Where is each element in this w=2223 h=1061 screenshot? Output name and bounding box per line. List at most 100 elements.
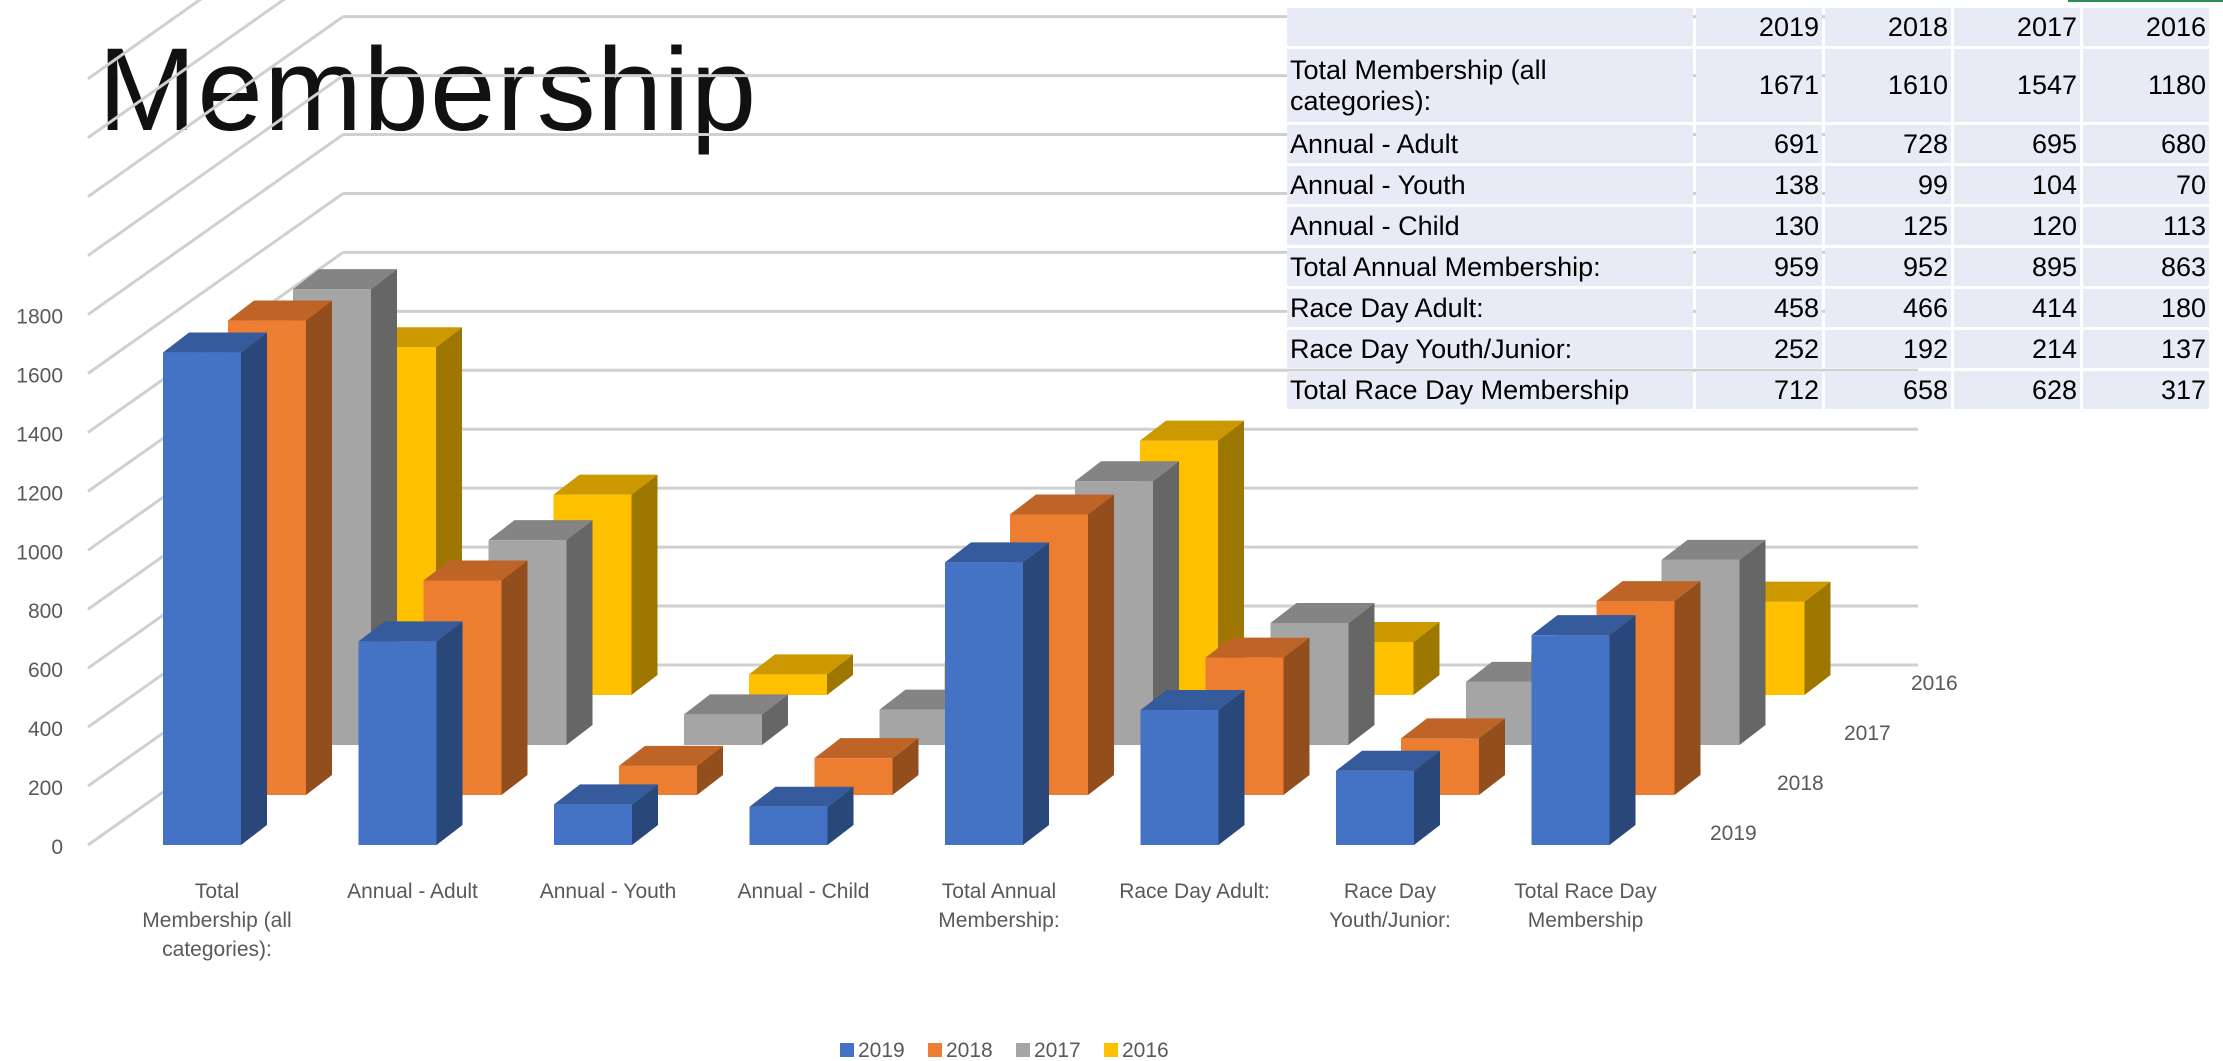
bar-top [423, 560, 528, 581]
y-tick-label: 200 [28, 777, 63, 800]
table-cell: 192 [1825, 330, 1951, 368]
depth-label: 2017 [1844, 722, 1891, 745]
table-cell: 895 [1954, 248, 2080, 286]
bar [1140, 690, 1245, 845]
bar-top [554, 784, 658, 805]
gridline-diagonal [87, 0, 203, 81]
x-category-label: Total Race Day Membership [1514, 880, 1657, 932]
bar-side [762, 694, 788, 745]
bar-side [1283, 637, 1310, 795]
gridline-diagonal [87, 15, 344, 198]
bar [945, 542, 1049, 845]
table-header-2019: 2019 [1696, 8, 1822, 46]
bar-side [892, 738, 919, 795]
table-cell: 137 [2083, 330, 2209, 368]
table-cell: 1671 [1696, 49, 1822, 122]
bar-series-2019 [163, 332, 1636, 846]
bar-top [1140, 420, 1244, 441]
bar-side [1414, 750, 1440, 845]
gridline-diagonal [87, 192, 344, 375]
table-header-2018: 2018 [1825, 8, 1951, 46]
table-cell: 691 [1696, 125, 1822, 163]
table-cell: 317 [2083, 371, 2209, 409]
table-header-2016: 2016 [2083, 8, 2209, 46]
bar-top [1531, 615, 1636, 636]
y-tick-label: 600 [28, 659, 63, 682]
table-header-2017: 2017 [1954, 8, 2080, 46]
table-cell: 695 [1954, 125, 2080, 163]
bar-front [684, 714, 762, 745]
table-cell: 863 [2083, 248, 2209, 286]
table-corner-cell [1287, 8, 1693, 46]
bar-top [1010, 494, 1114, 515]
legend-swatch [840, 1043, 854, 1057]
table-cell: 120 [1954, 207, 2080, 245]
table-cell: 658 [1825, 371, 1951, 409]
table-row-label: Total Membership (all categories): [1287, 49, 1693, 122]
y-tick-label: 1800 [16, 306, 63, 329]
bar-top [1140, 690, 1245, 711]
legend-swatch [1016, 1043, 1030, 1057]
table-row: Total Membership (all categories): 1671 … [1287, 49, 2209, 122]
bar-side [697, 745, 723, 795]
table-row-label: Race Day Youth/Junior: [1287, 330, 1693, 368]
bar-side [1609, 615, 1636, 845]
table-row-label: Annual - Youth [1287, 166, 1693, 204]
bar-top [1075, 461, 1179, 482]
legend-label: 2018 [946, 1039, 993, 1061]
table-cell: 680 [2083, 125, 2209, 163]
x-category-label: Total Annual Membership: [938, 880, 1059, 932]
bar-top [1270, 602, 1375, 623]
legend: 2019 2018 2017 2016 [840, 1039, 1169, 1061]
table-row: Annual - Youth 138 99 104 70 [1287, 166, 2209, 204]
table-cell: 712 [1696, 371, 1822, 409]
bar-front [749, 674, 827, 695]
depth-label: 2018 [1777, 772, 1824, 795]
bar-top [163, 332, 267, 353]
x-category-label: Total Membership (all categories): [142, 880, 291, 961]
bar-top [1596, 581, 1701, 602]
bar-front [1140, 710, 1219, 845]
bar-front [358, 641, 437, 845]
bar-side [436, 621, 463, 845]
bar-front [749, 806, 828, 845]
table-row-label: Race Day Adult: [1287, 289, 1693, 327]
bar-side [631, 474, 658, 695]
bar [358, 621, 463, 845]
table-cell: 1180 [2083, 49, 2209, 122]
table-row: Race Day Adult: 458 466 414 180 [1287, 289, 2209, 327]
gridline-diagonal [87, 0, 286, 139]
y-tick-label: 800 [28, 600, 63, 623]
table-cell: 252 [1696, 330, 1822, 368]
bar [749, 786, 854, 845]
bars [163, 269, 1831, 846]
bar-side [1739, 539, 1766, 745]
table-cell: 414 [1954, 289, 2080, 327]
bar-side [566, 520, 593, 745]
bar [814, 738, 919, 795]
bar-side [1218, 420, 1244, 695]
bar-front [554, 804, 632, 845]
table-cell: 458 [1696, 289, 1822, 327]
bar-top [1661, 539, 1766, 560]
table-cell: 214 [1954, 330, 2080, 368]
bar-side [1804, 581, 1831, 695]
x-category-label: Annual - Youth [540, 880, 677, 903]
bar-top [1401, 718, 1505, 739]
bar-side [827, 786, 854, 845]
bar-side [1413, 621, 1440, 695]
x-category-label: Annual - Adult [347, 880, 478, 903]
bar-side [241, 332, 267, 846]
top-accent-line [2068, 0, 2223, 2]
bar [684, 694, 788, 745]
legend-swatch [928, 1043, 942, 1057]
bar-side [632, 784, 658, 845]
depth-label: 2019 [1710, 822, 1757, 845]
bar-top [553, 474, 658, 495]
gridline-diagonal [87, 133, 344, 316]
table-row: Total Annual Membership: 959 952 895 863 [1287, 248, 2209, 286]
y-tick-label: 1400 [16, 423, 63, 446]
bar-side [1348, 602, 1375, 745]
bar-top [814, 738, 919, 759]
